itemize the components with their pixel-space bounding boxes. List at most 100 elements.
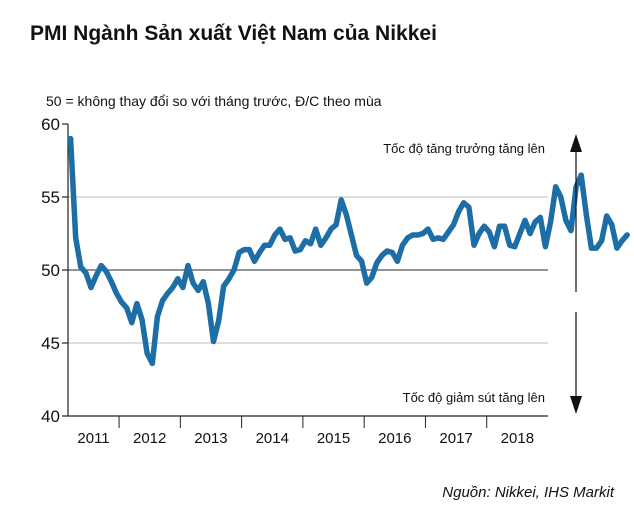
data-point <box>588 245 595 251</box>
data-point <box>103 268 109 275</box>
axes: 40 45 50 55 60 2011 2012 2013 2014 2015 2016 2017 20… <box>41 115 548 447</box>
data-point <box>159 298 166 304</box>
data-point <box>604 213 610 219</box>
data-point <box>251 258 257 264</box>
data-point <box>410 232 416 238</box>
x-tick-label: 2014 <box>256 430 289 447</box>
data-point <box>384 248 390 254</box>
data-point <box>343 211 349 218</box>
data-point <box>241 246 247 253</box>
y-tick-label: 40 <box>41 407 60 426</box>
data-point <box>466 204 472 210</box>
data-point <box>348 232 355 238</box>
data-point <box>553 184 559 190</box>
data-point <box>287 235 293 241</box>
data-point <box>420 230 426 237</box>
data-point <box>491 244 497 250</box>
data-point <box>415 232 421 238</box>
x-tick-label: 2016 <box>378 430 411 447</box>
data-point <box>532 219 538 225</box>
annotation-up: Tốc độ tăng trưởng tăng lên <box>383 141 545 156</box>
data-point <box>292 248 298 254</box>
data-point <box>318 242 324 248</box>
data-point <box>522 217 528 223</box>
data-point <box>517 230 523 237</box>
data-point <box>476 230 482 237</box>
data-point <box>599 238 605 244</box>
data-point <box>93 273 99 279</box>
data-point <box>614 245 620 251</box>
data-point <box>512 244 518 250</box>
data-point <box>129 319 135 326</box>
data-point <box>379 252 385 258</box>
data-point <box>108 279 115 285</box>
data-point <box>149 360 155 367</box>
data-point <box>435 235 441 241</box>
data-point <box>369 274 375 280</box>
data-point <box>558 194 564 200</box>
data-point <box>144 350 150 356</box>
data-point <box>501 223 508 229</box>
data-point <box>139 317 145 323</box>
data-point <box>185 263 191 269</box>
data-point <box>190 280 196 286</box>
data-point <box>430 236 436 242</box>
data-point <box>98 263 104 269</box>
data-point <box>496 223 503 229</box>
data-point <box>307 241 314 247</box>
data-point <box>471 242 477 248</box>
data-point <box>578 172 584 178</box>
data-point <box>609 222 615 228</box>
data-point <box>210 338 217 345</box>
x-tick-label: 2011 <box>77 430 109 447</box>
data-point <box>547 219 554 225</box>
data-point <box>175 276 181 282</box>
data-point <box>619 238 625 244</box>
data-point <box>119 299 125 305</box>
y-tick-label: 45 <box>41 334 60 353</box>
data-point <box>261 242 268 248</box>
chart-title: PMI Ngành Sản xuất Việt Nam của Nikkei <box>30 22 437 45</box>
data-point <box>338 197 344 203</box>
x-tick-label: 2013 <box>194 430 227 447</box>
y-tick-label: 60 <box>41 115 60 134</box>
data-point <box>481 223 487 229</box>
data-point <box>195 287 201 294</box>
up-arrow-head <box>570 134 582 152</box>
data-point <box>450 222 457 228</box>
x-tick-label: 2018 <box>501 430 534 447</box>
data-point <box>256 249 263 256</box>
data-point <box>425 226 431 232</box>
data-point <box>568 227 574 234</box>
data-point <box>507 242 513 248</box>
data-point <box>297 246 303 253</box>
data-point <box>563 217 569 223</box>
data-point <box>445 229 452 235</box>
data-point <box>205 300 212 307</box>
data-point <box>236 249 242 256</box>
data-point <box>302 238 309 244</box>
data-point <box>164 290 171 296</box>
data-point <box>170 284 176 291</box>
data-point <box>374 260 380 266</box>
data-point <box>542 244 549 250</box>
data-point <box>277 226 283 232</box>
x-tick-label: 2017 <box>439 430 472 447</box>
data-point <box>323 235 329 241</box>
data-point <box>231 267 237 273</box>
data-point <box>389 249 395 256</box>
data-point <box>113 290 120 296</box>
source-note: Nguồn: Nikkei, IHS Markit <box>442 484 614 501</box>
data-point <box>593 245 600 251</box>
data-point <box>456 209 462 215</box>
data-point <box>200 279 206 285</box>
data-point <box>134 300 140 307</box>
data-point <box>394 258 400 264</box>
data-point <box>328 226 334 232</box>
data-point <box>83 270 89 276</box>
data-point <box>527 230 533 237</box>
down-arrow-head <box>570 396 582 414</box>
data-point <box>246 246 252 253</box>
series-layer <box>67 135 630 367</box>
